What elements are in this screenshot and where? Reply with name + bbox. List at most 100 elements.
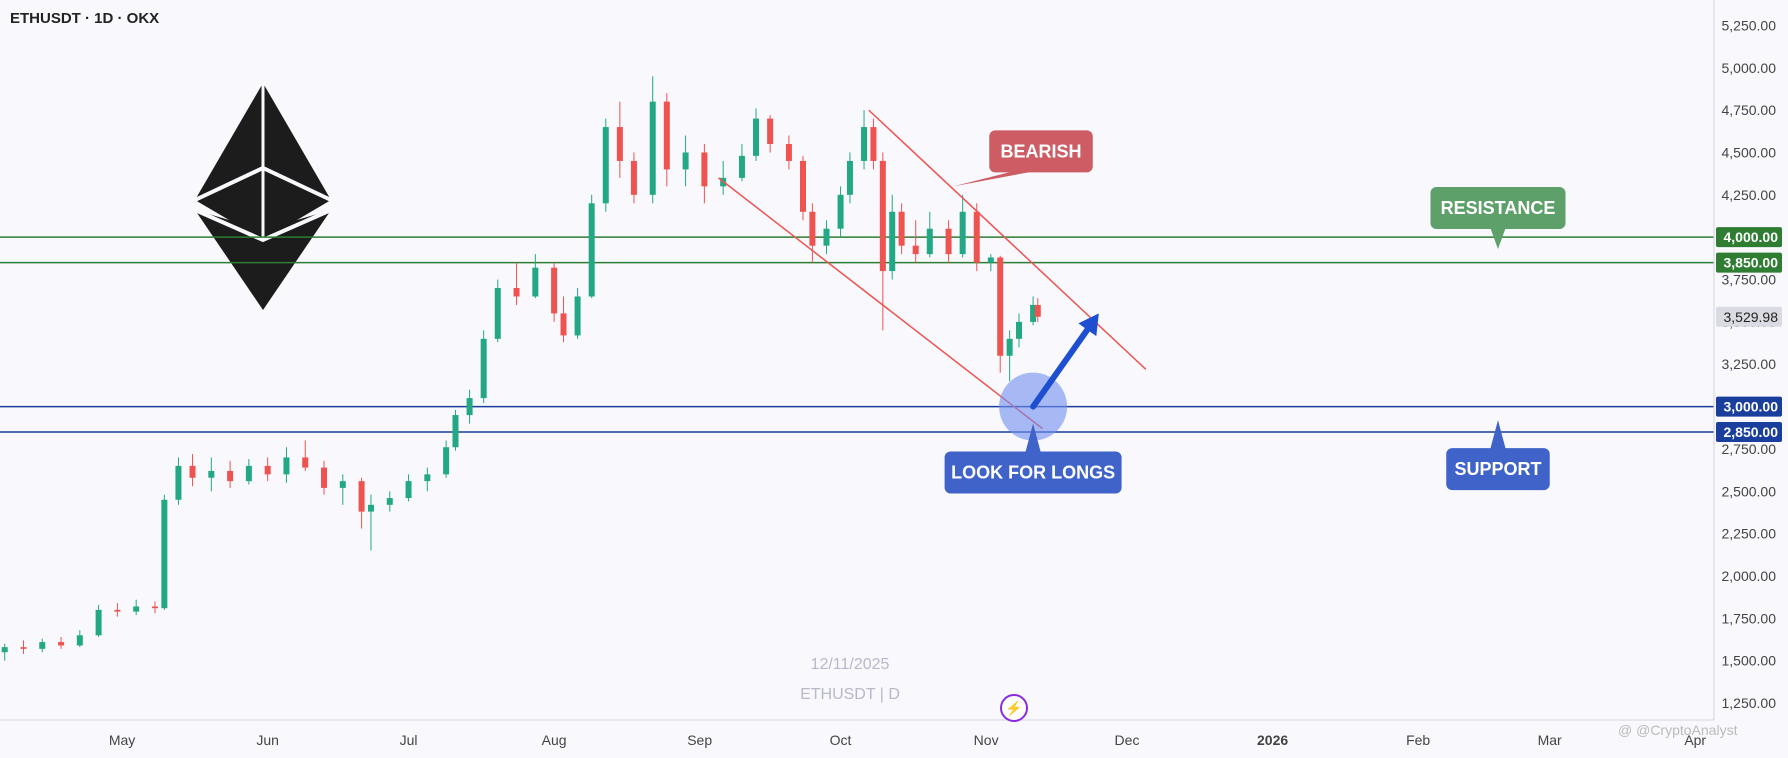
x-axis[interactable]: May Jun Jul Aug Sep Oct Nov Dec 2026 Feb Mar Apr	[0, 719, 1714, 748]
level-badge-support: 2,850.00	[1716, 422, 1782, 442]
candle	[809, 203, 816, 263]
candle	[926, 211, 933, 258]
candle	[133, 599, 140, 615]
candle	[879, 152, 886, 331]
chart-symbol-header: ETHUSDT · 1D · OKX	[10, 10, 160, 27]
candle-body	[175, 465, 182, 500]
last-price-text: 3,529.98	[1724, 309, 1779, 325]
candle	[39, 638, 46, 653]
candle	[76, 630, 83, 648]
candle-body	[588, 203, 595, 297]
annotation-overlay: BEARISH RESISTANCE LOOK FOR LONGS SUPPORT	[944, 130, 1566, 494]
candle	[846, 152, 853, 204]
candle-body	[424, 474, 431, 482]
candle	[663, 93, 670, 187]
candle-body	[551, 267, 558, 314]
candle	[532, 254, 539, 299]
x-tick-label: Jun	[256, 732, 279, 748]
candle	[649, 76, 656, 204]
candle	[452, 409, 459, 451]
callout-bearish: BEARISH	[953, 130, 1093, 187]
level-badge-text: 4,000.00	[1724, 229, 1779, 245]
long-arrow-head	[1078, 313, 1099, 337]
candle	[58, 636, 65, 649]
candle	[161, 494, 168, 610]
candle	[588, 194, 595, 299]
candle-body	[959, 211, 966, 255]
y-tick-label: 2,750.00	[1722, 441, 1777, 457]
candlestick-series	[1, 76, 1041, 661]
x-tick-label: Jul	[400, 732, 418, 748]
candle-body	[602, 127, 609, 204]
candle-body	[738, 155, 745, 178]
candle-body	[443, 447, 450, 475]
candle-body	[58, 642, 65, 646]
candle	[945, 220, 952, 263]
candle	[321, 460, 328, 495]
candle	[513, 262, 520, 305]
candle-body	[386, 498, 393, 505]
candle-body	[809, 211, 816, 246]
callout-look-for-longs-tail	[1025, 423, 1042, 454]
candle	[1034, 298, 1041, 322]
x-tick-label: Mar	[1538, 732, 1562, 748]
x-tick-label: Feb	[1406, 732, 1430, 748]
y-tick-label: 4,750.00	[1722, 102, 1777, 118]
candle	[480, 330, 487, 404]
candle-body	[799, 160, 806, 212]
candle-body	[701, 152, 708, 187]
candle-body	[76, 635, 83, 646]
candle	[616, 101, 623, 178]
candle-body	[870, 127, 877, 161]
candle-body	[1030, 304, 1037, 322]
x-tick-label: Oct	[830, 732, 852, 748]
candle	[339, 474, 346, 505]
y-tick-label: 2,000.00	[1722, 568, 1777, 584]
candle	[574, 288, 581, 339]
level-badge-support: 3,000.00	[1716, 396, 1782, 417]
x-tick-label: Aug	[542, 732, 567, 748]
candle-body	[367, 504, 374, 512]
y-tick-label: 4,250.00	[1722, 187, 1777, 203]
ethereum-logo-icon	[194, 83, 332, 310]
candle-body	[616, 127, 623, 161]
candle-body	[321, 467, 328, 488]
candle-body	[767, 118, 774, 144]
candle-body	[95, 609, 102, 636]
channel-line	[718, 177, 1043, 430]
level-badge-text: 3,000.00	[1724, 399, 1779, 415]
candle	[837, 186, 844, 238]
candle	[1030, 296, 1037, 326]
candle-body	[846, 160, 853, 195]
candle-body	[889, 211, 896, 272]
lightning-bolt-icon[interactable]: ⚡	[1000, 694, 1028, 722]
candle	[870, 118, 877, 170]
candle-body	[987, 257, 994, 263]
candle-body	[494, 288, 501, 339]
bearish-channel	[718, 109, 1147, 430]
candle-body	[879, 160, 886, 272]
candle	[443, 440, 450, 478]
callout-look-for-longs-box	[944, 451, 1122, 494]
candle	[889, 194, 896, 280]
y-tick-label: 3,250.00	[1722, 356, 1777, 372]
level-badge-resistance: 4,000.00	[1716, 227, 1782, 248]
candle	[861, 110, 868, 170]
callout-look-for-longs-text: LOOK FOR LONGS	[951, 463, 1115, 483]
callout-bearish-tail	[953, 170, 1040, 187]
candle	[898, 203, 905, 255]
y-tick-label: 1,750.00	[1722, 610, 1777, 626]
callout-look-for-longs: LOOK FOR LONGS	[944, 423, 1122, 494]
last-price-bg	[1716, 306, 1782, 327]
candle	[227, 460, 234, 488]
candle	[767, 115, 774, 153]
long-arrow-shaft	[1030, 326, 1091, 410]
y-axis[interactable]: 1,250.00 1,500.00 1,750.00 2,000.00 2,250.00…	[1713, 0, 1782, 720]
candle-body	[208, 470, 215, 478]
candle	[701, 144, 708, 204]
candle-body	[161, 499, 168, 609]
candle-body	[480, 338, 487, 399]
candle-body	[39, 642, 46, 649]
y-tick-label: 1,500.00	[1722, 653, 1777, 669]
